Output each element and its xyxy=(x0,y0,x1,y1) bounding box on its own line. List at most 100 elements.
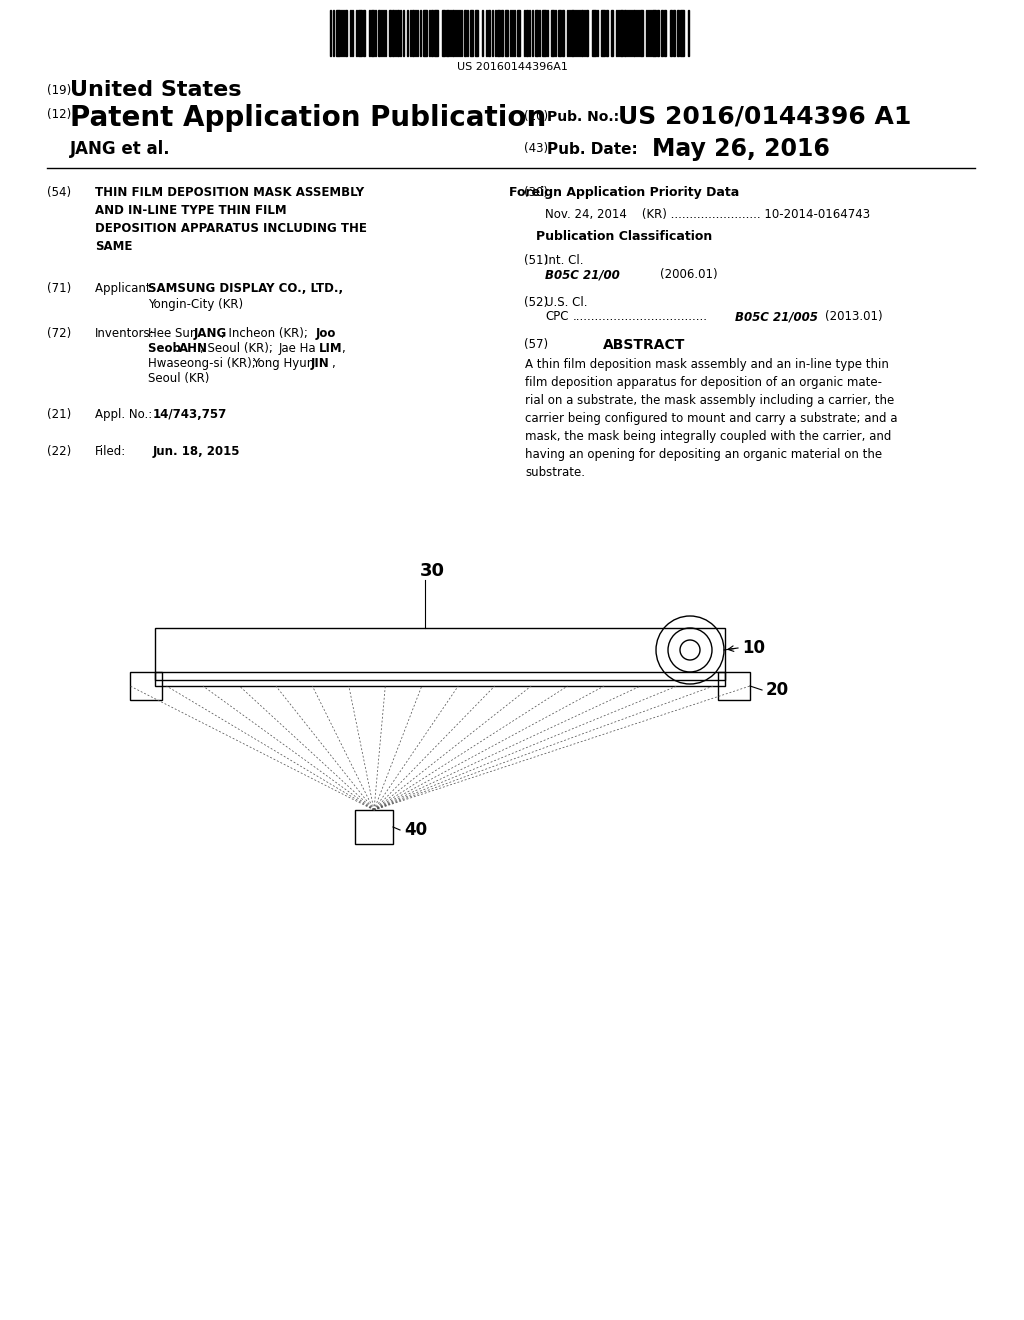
Text: (10): (10) xyxy=(524,110,548,123)
Bar xyxy=(606,11,608,55)
Bar xyxy=(392,11,394,55)
Text: Inventors:: Inventors: xyxy=(95,327,155,341)
Text: B05C 21/005: B05C 21/005 xyxy=(735,310,818,323)
Bar xyxy=(446,11,449,55)
Text: 20: 20 xyxy=(766,681,790,700)
Text: Applicant:: Applicant: xyxy=(95,282,159,294)
Text: (30): (30) xyxy=(524,186,548,199)
Bar xyxy=(412,11,414,55)
Text: Joo: Joo xyxy=(316,327,336,341)
Text: Hwaseong-si (KR);: Hwaseong-si (KR); xyxy=(148,356,259,370)
Text: ABSTRACT: ABSTRACT xyxy=(603,338,685,352)
Bar xyxy=(581,11,583,55)
Text: ....................................: .................................... xyxy=(573,310,708,323)
Bar xyxy=(423,11,427,55)
Bar xyxy=(551,11,554,55)
Bar xyxy=(517,11,520,55)
Text: (2006.01): (2006.01) xyxy=(660,268,718,281)
Text: ,: , xyxy=(331,356,335,370)
Bar xyxy=(558,11,561,55)
Bar xyxy=(505,11,508,55)
Text: Yong Hyun: Yong Hyun xyxy=(252,356,318,370)
Bar xyxy=(501,11,503,55)
Text: U.S. Cl.: U.S. Cl. xyxy=(545,296,588,309)
Text: JANG: JANG xyxy=(194,327,227,341)
Text: (19): (19) xyxy=(47,84,72,96)
Bar xyxy=(130,672,162,700)
Bar xyxy=(670,11,672,55)
Text: (51): (51) xyxy=(524,253,548,267)
Text: (71): (71) xyxy=(47,282,72,294)
Text: , Incheon (KR);: , Incheon (KR); xyxy=(221,327,311,341)
Text: CPC: CPC xyxy=(545,310,568,323)
Bar xyxy=(673,11,675,55)
Text: Jae Ha: Jae Ha xyxy=(279,342,321,355)
Bar xyxy=(452,11,454,55)
Text: Publication Classification: Publication Classification xyxy=(536,230,712,243)
Bar xyxy=(633,11,635,55)
Bar xyxy=(657,11,659,55)
Text: Appl. No.:: Appl. No.: xyxy=(95,408,156,421)
Bar xyxy=(586,11,588,55)
Bar xyxy=(611,11,613,55)
Text: Seob: Seob xyxy=(148,342,185,355)
Text: (21): (21) xyxy=(47,408,72,421)
Text: Filed:: Filed: xyxy=(95,445,126,458)
Bar xyxy=(470,11,473,55)
Text: Nov. 24, 2014    (KR) ........................ 10-2014-0164743: Nov. 24, 2014 (KR) .....................… xyxy=(545,209,870,220)
Text: (43): (43) xyxy=(524,143,548,154)
Bar xyxy=(475,11,478,55)
Text: Yongin-City (KR): Yongin-City (KR) xyxy=(148,298,243,312)
Bar xyxy=(562,11,564,55)
Bar xyxy=(345,11,347,55)
Bar xyxy=(389,11,391,55)
Text: JIN: JIN xyxy=(311,356,330,370)
Text: 14/743,757: 14/743,757 xyxy=(153,408,227,421)
Text: Int. Cl.: Int. Cl. xyxy=(545,253,584,267)
Text: (72): (72) xyxy=(47,327,72,341)
Bar xyxy=(431,11,433,55)
Bar xyxy=(624,11,626,55)
Text: (12): (12) xyxy=(47,108,72,121)
Text: May 26, 2016: May 26, 2016 xyxy=(652,137,829,161)
Bar xyxy=(155,672,725,686)
Text: Pub. Date:: Pub. Date: xyxy=(547,143,638,157)
Bar xyxy=(371,11,374,55)
Text: United States: United States xyxy=(70,81,242,100)
Bar xyxy=(358,11,362,55)
Bar xyxy=(535,11,538,55)
Bar xyxy=(542,11,546,55)
Bar xyxy=(434,11,438,55)
Text: (57): (57) xyxy=(524,338,548,351)
Text: , Seoul (KR);: , Seoul (KR); xyxy=(200,342,276,355)
Bar xyxy=(664,11,666,55)
Text: Jun. 18, 2015: Jun. 18, 2015 xyxy=(153,445,241,458)
Bar xyxy=(155,628,725,680)
Bar xyxy=(571,11,574,55)
Text: SAMSUNG DISPLAY CO., LTD.,: SAMSUNG DISPLAY CO., LTD., xyxy=(148,282,343,294)
Text: Foreign Application Priority Data: Foreign Application Priority Data xyxy=(509,186,739,199)
Bar xyxy=(677,11,679,55)
Text: LIM: LIM xyxy=(319,342,343,355)
Bar xyxy=(378,11,380,55)
Bar xyxy=(362,11,365,55)
Text: 40: 40 xyxy=(404,821,427,840)
Text: (2013.01): (2013.01) xyxy=(825,310,883,323)
Bar xyxy=(526,11,528,55)
Text: JANG et al.: JANG et al. xyxy=(70,140,171,158)
Bar xyxy=(592,11,596,55)
Bar xyxy=(601,11,605,55)
Text: 30: 30 xyxy=(420,562,445,579)
Text: US 20160144396A1: US 20160144396A1 xyxy=(457,62,567,73)
Bar xyxy=(488,11,490,55)
Text: Pub. No.:: Pub. No.: xyxy=(547,110,620,124)
Text: Hee Sun: Hee Sun xyxy=(148,327,201,341)
Bar xyxy=(620,11,623,55)
Text: (52): (52) xyxy=(524,296,548,309)
Text: Patent Application Publication: Patent Application Publication xyxy=(70,104,546,132)
Text: ,: , xyxy=(341,342,345,355)
Bar xyxy=(464,11,466,55)
Bar xyxy=(652,11,656,55)
Text: 10: 10 xyxy=(742,639,765,657)
Bar xyxy=(680,11,684,55)
